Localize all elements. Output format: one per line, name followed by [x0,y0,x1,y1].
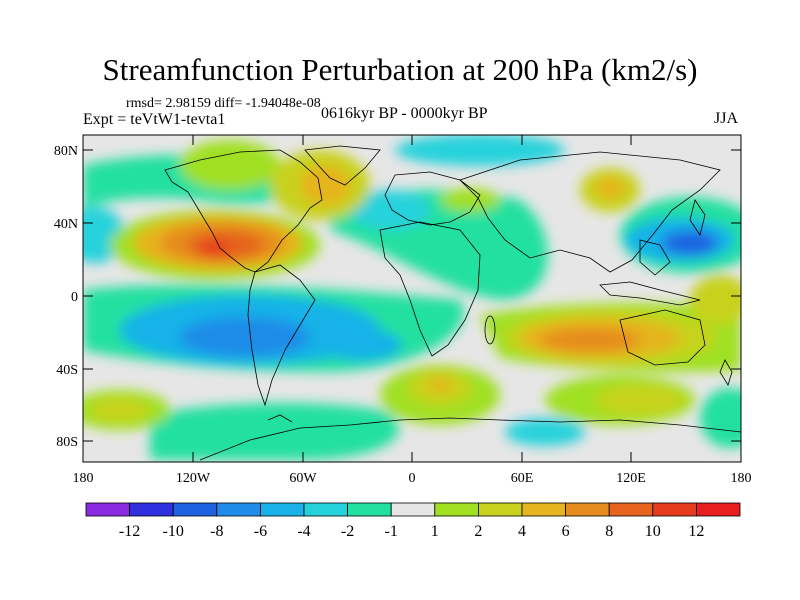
lat-label: 40N [54,217,78,232]
colorbar-label: -12 [119,523,140,540]
colorbar-swatch [172,502,218,517]
colorbar [85,502,741,517]
lat-label: 0 [71,290,78,305]
lat-label: 80N [54,144,78,159]
streamfunction-field [83,135,741,462]
colorbar-label: -2 [341,523,354,540]
colorbar-label: 4 [518,523,526,540]
colorbar-labels: -12 -10 -8 -6 -4 -2 -1 1 2 4 6 8 10 12 [119,523,704,540]
colorbar-swatch [216,502,261,517]
lon-label: 120E [616,471,646,486]
colorbar-swatch [477,502,523,517]
lon-label: 60E [511,471,534,486]
colorbar-swatch [652,502,697,517]
colorbar-label: -6 [254,523,267,540]
colorbar-swatch [303,502,348,517]
colorbar-swatch [608,502,654,517]
season-label: JJA [714,110,739,127]
colorbar-swatch [565,502,610,517]
colorbar-label: 2 [474,523,482,540]
colorbar-swatch [434,502,479,517]
lat-label: 80S [56,435,78,450]
colorbar-swatch [259,502,305,517]
colorbar-swatch [696,502,741,517]
colorbar-swatch [347,502,392,517]
lon-label: 180 [731,471,752,486]
experiment-label: Expt = teVtW1-tevta1 [83,111,226,128]
lon-label: 60W [289,471,317,486]
lat-ticks [83,149,741,442]
colorbar-label: 1 [431,523,439,540]
colorbar-label: 8 [605,523,613,540]
colorbar-label: -4 [297,523,310,540]
colorbar-label: -8 [210,523,223,540]
colorbar-label: 6 [562,523,570,540]
coastlines [164,145,741,461]
colorbar-swatch [129,502,174,517]
lon-label: 180 [73,471,94,486]
map-title: Streamfunction Perturbation at 200 hPa (… [102,52,698,87]
colorbar-swatch [85,502,130,517]
lon-ticks [192,135,632,462]
lat-label: 40S [56,363,78,378]
colorbar-label: 12 [688,523,704,540]
lon-label: 0 [409,471,416,486]
stats-text: rmsd= 2.98159 diff= -1.94048e-08 [126,96,321,111]
lon-label: 120W [176,471,211,486]
colorbar-swatch [521,502,566,517]
colorbar-label: 10 [645,523,661,540]
colorbar-label: -1 [385,523,398,540]
colorbar-swatch [390,502,436,517]
colorbar-label: -10 [163,523,184,540]
period-label: 0616kyr BP - 0000kyr BP [321,105,488,122]
